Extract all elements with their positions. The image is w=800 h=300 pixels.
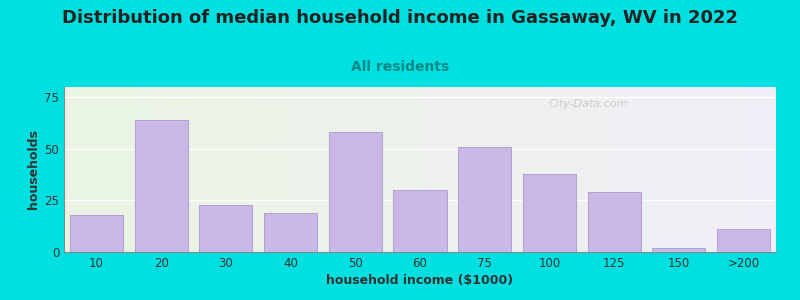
- Bar: [134, 120, 188, 252]
- Bar: [588, 192, 641, 252]
- Bar: [70, 215, 123, 252]
- Text: Distribution of median household income in Gassaway, WV in 2022: Distribution of median household income …: [62, 9, 738, 27]
- Y-axis label: households: households: [27, 130, 40, 209]
- Bar: [199, 205, 252, 252]
- Bar: [652, 248, 706, 252]
- Text: City-Data.com: City-Data.com: [548, 98, 628, 109]
- Bar: [717, 229, 770, 252]
- Bar: [264, 213, 317, 252]
- Bar: [394, 190, 446, 252]
- Bar: [458, 147, 511, 252]
- Text: All residents: All residents: [351, 60, 449, 74]
- Bar: [329, 132, 382, 252]
- X-axis label: household income ($1000): household income ($1000): [326, 274, 514, 287]
- Bar: [523, 174, 576, 252]
